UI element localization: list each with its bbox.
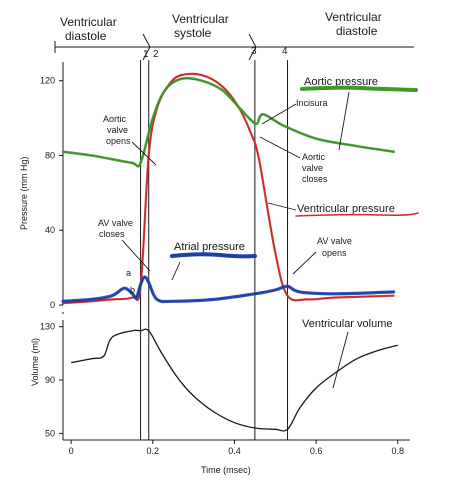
phase-divider-1 xyxy=(142,33,151,61)
ventricular-volume-line xyxy=(71,328,398,432)
volume-tick-labels: 50 90 130 xyxy=(40,322,63,438)
pressure-tick-label: 120 xyxy=(40,76,55,86)
volume-tick-label: 50 xyxy=(45,428,55,438)
pointer-ventricular-pressure xyxy=(267,202,297,211)
annotation-aortic-closes-1: Aortic xyxy=(302,152,326,162)
legend-ventricular-underline xyxy=(295,212,419,217)
legend-ventricular-pressure: Ventricular pressure xyxy=(297,203,395,215)
volume-tick-label: 130 xyxy=(40,322,55,332)
event-number-4: 4 xyxy=(282,46,288,57)
ventricular-pressure-line xyxy=(61,72,395,305)
phase-label-diastole-right-1: Ventricular xyxy=(325,10,382,24)
time-tick-labels: 0 0.2 0.4 0.6 0.8 xyxy=(69,440,404,456)
legend-ventricular-volume: Ventricular volume xyxy=(302,318,393,330)
annotation-av-opens-1: AV valve xyxy=(317,236,352,246)
phase-label-systole-2: systole xyxy=(174,26,212,40)
annotation-av-closes-2: closes xyxy=(99,229,125,239)
annotation-incisura: Incisura xyxy=(296,98,328,108)
phase-label-diastole-left-2: diastole xyxy=(65,29,107,43)
pointer-aortic-opens xyxy=(131,141,157,166)
event-number-1: 1 xyxy=(143,49,149,60)
atrial-pressure-line xyxy=(61,275,396,304)
curves xyxy=(61,72,398,432)
legend-aortic-underline xyxy=(300,85,418,92)
time-tick-label: 0.4 xyxy=(228,446,241,456)
phase-divider-2 xyxy=(248,33,257,61)
time-tick-label: 0.2 xyxy=(147,446,160,456)
annotation-aortic-closes-2: valve xyxy=(302,163,323,173)
event-number-2: 2 xyxy=(153,49,159,60)
pointer-atrial-pressure xyxy=(171,261,181,281)
pointer-av-opens xyxy=(292,251,317,275)
event-number-3: 3 xyxy=(251,46,257,57)
volume-axis-label: Volume (ml) xyxy=(30,338,40,386)
pointer-aortic-pressure xyxy=(338,91,350,151)
legend-atrial-underline xyxy=(170,252,257,259)
annotation-wave-a: a xyxy=(126,268,131,278)
ventricular-pressure-ink-line xyxy=(62,73,394,304)
time-tick-label: 0.8 xyxy=(391,446,404,456)
pressure-axis-label: Pressure (mm Hg) xyxy=(19,156,29,230)
annotation-aortic-opens-1: Aortic xyxy=(103,114,127,124)
pointer-ventricular-volume xyxy=(332,331,349,389)
annotation-aortic-closes-3: closes xyxy=(302,174,328,184)
time-axis-label: Time (msec) xyxy=(201,465,251,475)
pointer-aortic-closes xyxy=(259,136,301,159)
volume-tick-label: 90 xyxy=(45,375,55,385)
legend-atrial-pressure: Atrial pressure xyxy=(174,241,245,253)
event-lines xyxy=(140,60,289,440)
aortic-pressure-line xyxy=(61,76,395,168)
pressure-tick-label: 0 xyxy=(50,300,55,310)
time-tick-label: 0.6 xyxy=(310,446,323,456)
phase-label-diastole-left-1: Ventricular xyxy=(60,15,117,29)
phase-label-diastole-right-2: diastole xyxy=(336,24,378,38)
pressure-tick-labels: 0 40 80 120 xyxy=(40,76,63,310)
pointer-av-closes xyxy=(121,239,151,272)
time-tick-label: 0 xyxy=(69,446,74,456)
phase-label-systole-1: Ventricular xyxy=(172,12,229,26)
annotation-aortic-opens-3: opens xyxy=(106,136,131,146)
pressure-tick-label: 80 xyxy=(45,150,55,160)
annotation-av-opens-2: opens xyxy=(322,248,347,258)
annotation-wave-b: b xyxy=(130,285,135,295)
legend-aortic-pressure: Aortic pressure xyxy=(304,76,378,88)
annotation-av-closes-1: AV valve xyxy=(98,218,133,228)
annotation-aortic-opens-2: valve xyxy=(107,125,128,135)
pointer-incisura xyxy=(261,103,297,125)
pressure-tick-label: 40 xyxy=(45,225,55,235)
